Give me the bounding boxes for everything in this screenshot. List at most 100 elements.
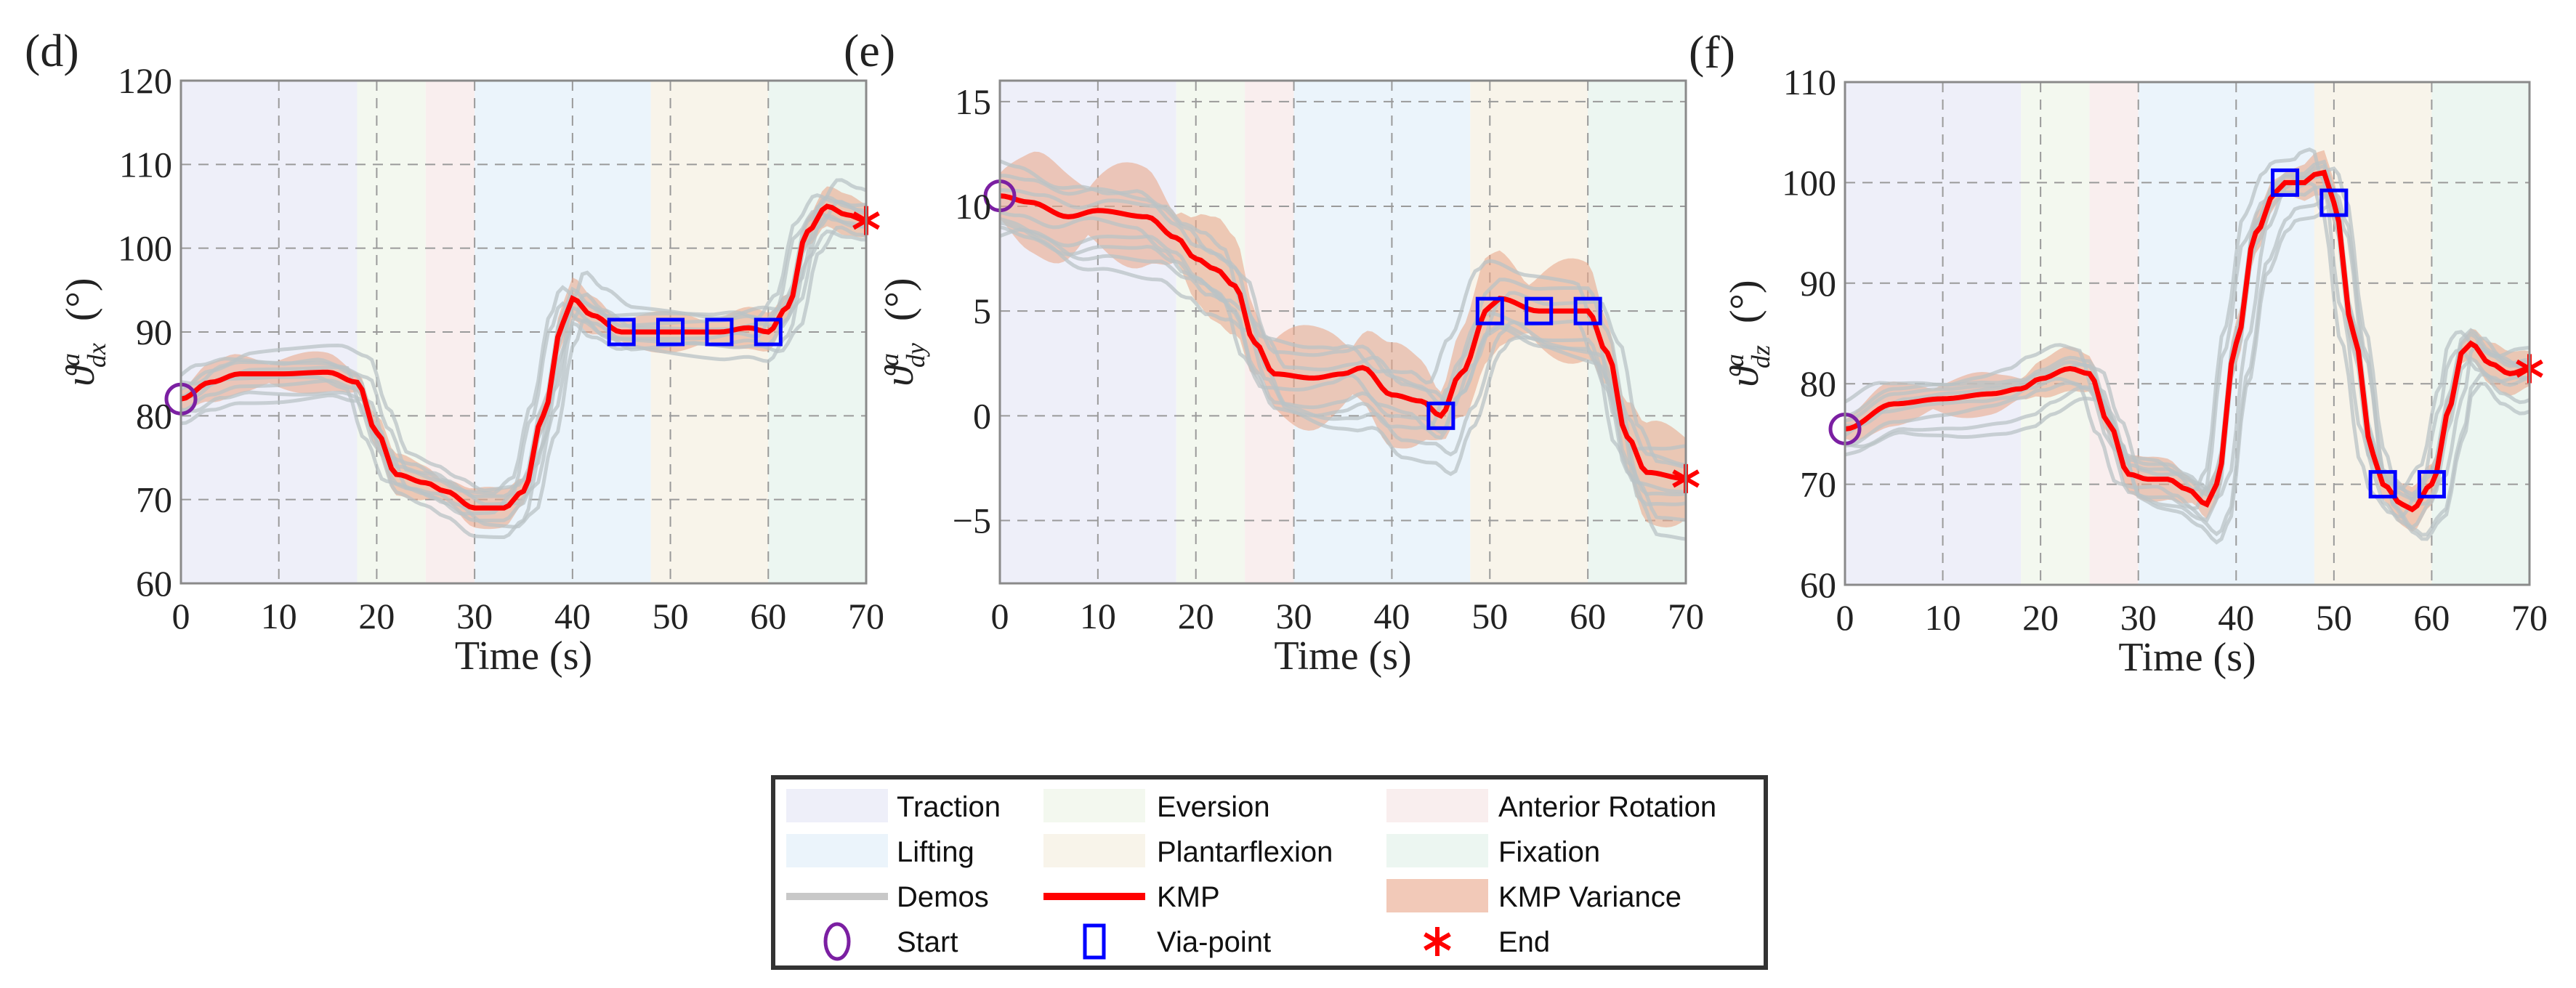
y-label-symbol: ϑ (877, 365, 922, 386)
legend-label: Plantarflexion (1157, 836, 1333, 868)
phase-band-lifting (2138, 82, 2314, 585)
legend-label: Fixation (1498, 836, 1600, 868)
via-point-marker (754, 317, 783, 347)
legend-item-start: Start (823, 922, 958, 961)
legend-end-icon (1424, 932, 1451, 951)
demo-line (179, 208, 867, 516)
x-tick-label: 70 (848, 596, 884, 636)
legend-swatch (786, 834, 888, 867)
y-tick-label: 0 (973, 395, 991, 436)
y-tick-label: 110 (119, 144, 172, 185)
x-tick-label: 60 (2413, 597, 2450, 638)
y-label-sup: a (875, 353, 904, 366)
x-tick-label: 10 (1925, 597, 1961, 638)
x-axis-label: Time (s) (2118, 635, 2256, 680)
y-tick-label: 15 (955, 81, 991, 122)
phase-band-traction (1845, 82, 2022, 585)
y-label-sup: a (1720, 354, 1749, 367)
legend-item-fixation: Fixation (1386, 834, 1600, 868)
y-label-unit: (°) (58, 278, 103, 331)
via-point-marker (2319, 188, 2349, 217)
via-point-marker (2271, 168, 2300, 197)
x-tick-label: 70 (1668, 596, 1704, 636)
legend-label: Anterior Rotation (1498, 791, 1716, 823)
legend-item-demos: Demos (786, 881, 989, 913)
y-tick-label: 10 (955, 186, 991, 227)
y-label-sup: a (56, 353, 85, 366)
x-tick-label: 70 (2511, 597, 2548, 638)
demo-line (1844, 163, 2530, 502)
panel-f: 0 10 20 30 40 50 60 70 60 70 80 90 100 110 Time (s) ϑad… (1689, 26, 2548, 680)
legend-label: Traction (897, 791, 1001, 823)
demo-line (180, 214, 867, 522)
via-point-marker (2368, 470, 2397, 499)
y-axis-label: ϑadz (°) (1720, 280, 1775, 386)
demo-line (999, 187, 1687, 469)
y-tick-label: 80 (1800, 363, 1836, 404)
y-axis-label: ϑady (°) (875, 278, 930, 386)
x-tick-label: 40 (554, 596, 591, 636)
y-label-sub: dx (82, 343, 111, 368)
x-tick-label: 20 (1178, 596, 1214, 636)
y-tick-label: 110 (1783, 62, 1836, 102)
legend-swatch (786, 789, 888, 822)
y-tick-label: 70 (1800, 464, 1836, 505)
plot-frame (998, 79, 1687, 585)
x-tick-label: 50 (653, 596, 689, 636)
x-tick-label: 50 (2316, 597, 2352, 638)
y-tick-label: 90 (136, 312, 172, 352)
demo-line (180, 178, 867, 493)
y-axis-label: ϑadx (°) (56, 278, 111, 386)
legend-swatch (1386, 834, 1488, 867)
y-label-sub: dy (901, 343, 930, 368)
y-label-sub: dz (1746, 345, 1775, 368)
kmp-line (999, 193, 1687, 482)
legend-label: Lifting (897, 836, 974, 868)
panel-label: (e) (844, 25, 895, 76)
y-tick-label: 5 (973, 291, 991, 331)
demo-line (180, 229, 867, 540)
y-label-unit: (°) (877, 278, 922, 331)
y-tick-label: 70 (136, 479, 172, 520)
demo-line (179, 193, 867, 495)
x-tick-label: 30 (456, 596, 493, 636)
x-tick-label: 40 (1373, 596, 1410, 636)
y-tick-label: 120 (118, 60, 172, 101)
via-point-marker (1475, 296, 1504, 325)
x-tick-label: 10 (261, 596, 297, 636)
legend: Traction Eversion Anterior Rotation Lifting… (771, 775, 1768, 970)
demo-line (1844, 159, 2530, 497)
legend-label: Start (897, 926, 958, 958)
demo-line (999, 221, 1687, 497)
y-label-symbol: ϑ (58, 365, 103, 386)
legend-label: KMP (1157, 881, 1220, 913)
legend-item-eversion: Eversion (1043, 789, 1270, 823)
y-tick-label: 100 (118, 228, 172, 269)
via-point-marker (1525, 296, 1554, 325)
phase-band-anterior-rotation (2089, 82, 2139, 585)
via-point-marker (1573, 296, 1602, 325)
demo-line (999, 225, 1687, 507)
demo-line (1844, 201, 2530, 545)
panel-label: (d) (25, 25, 79, 76)
via-point-marker (1426, 401, 1455, 430)
x-tick-label: 0 (991, 596, 1009, 636)
y-tick-label: 60 (1800, 564, 1836, 605)
demo-line (1844, 190, 2530, 537)
y-tick-label: 60 (136, 563, 172, 604)
demo-line (180, 200, 867, 506)
legend-item-end: End (1424, 926, 1550, 958)
x-tick-label: 20 (2022, 597, 2059, 638)
via-point-marker (2417, 470, 2446, 499)
demo-line (999, 227, 1687, 541)
legend-item-kmp: KMP (1043, 881, 1220, 913)
x-tick-label: 30 (2120, 597, 2157, 638)
plot-frame (1844, 81, 2531, 586)
y-tick-label: 100 (1782, 162, 1836, 203)
demo-line (1844, 166, 2530, 506)
legend-item-anterior-rotation: Anterior Rotation (1386, 789, 1716, 823)
y-tick-label: 90 (1800, 263, 1836, 304)
via-point-marker (705, 317, 734, 347)
x-tick-label: 10 (1080, 596, 1116, 636)
